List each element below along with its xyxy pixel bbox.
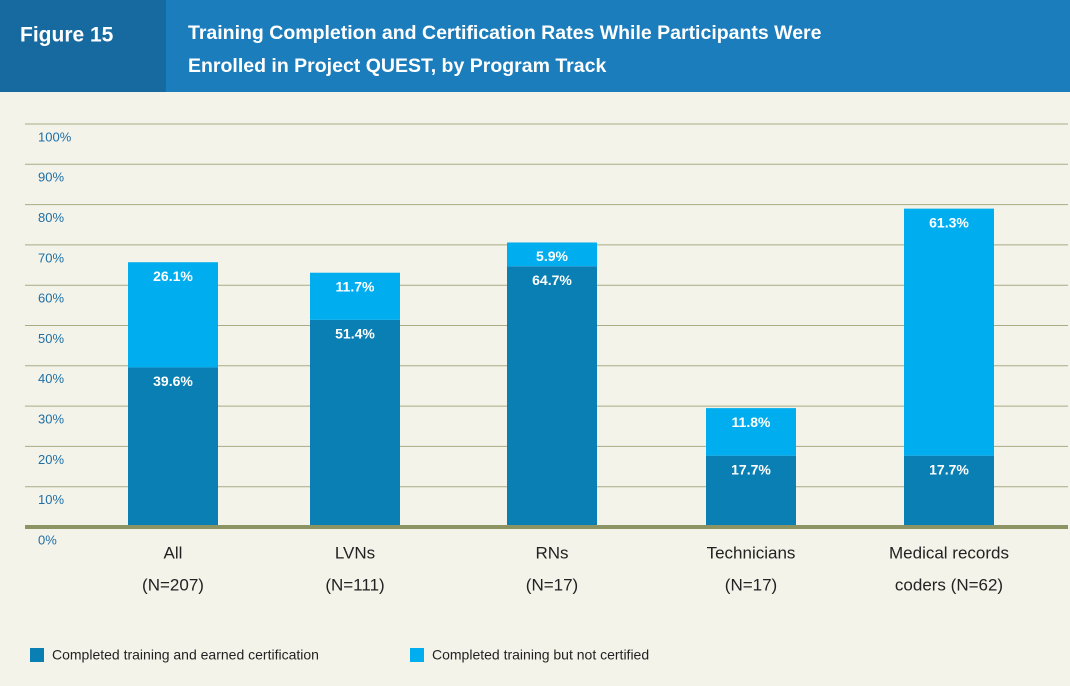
legend-label: Completed training but not certified [432, 647, 649, 663]
data-label: 11.7% [336, 278, 375, 294]
legend-label: Completed training and earned certificat… [52, 647, 319, 663]
y-tick-label: 40% [38, 371, 64, 386]
legend-swatch [30, 648, 44, 662]
x-tick-label: RNs [535, 543, 568, 562]
y-tick-label: 0% [38, 532, 57, 547]
bar-segment [904, 208, 994, 456]
data-label: 64.7% [532, 272, 572, 288]
x-tick-label: (N=17) [526, 575, 578, 594]
x-tick-label: (N=207) [142, 575, 204, 594]
chart-title: Training Completion and Certification Ra… [188, 22, 822, 44]
bar-segment [128, 367, 218, 527]
x-tick-label: (N=17) [725, 575, 777, 594]
y-tick-label: 20% [38, 452, 64, 467]
data-label: 5.9% [536, 248, 568, 264]
y-tick-label: 60% [38, 291, 64, 306]
x-tick-label: LVNs [335, 543, 375, 562]
x-tick-label: coders (N=62) [895, 575, 1003, 594]
data-label: 17.7% [929, 461, 969, 477]
y-tick-label: 30% [38, 412, 64, 427]
bar-segment [128, 262, 218, 368]
data-label: 61.3% [929, 214, 969, 230]
y-tick-label: 50% [38, 331, 64, 346]
bar-segment [507, 266, 597, 527]
bar-segment [904, 455, 994, 527]
data-label: 39.6% [153, 373, 193, 389]
y-tick-label: 10% [38, 492, 64, 507]
data-label: 26.1% [153, 268, 193, 284]
chart-title: Enrolled in Project QUEST, by Program Tr… [188, 55, 606, 77]
y-tick-label: 90% [38, 170, 64, 185]
data-label: 11.8% [732, 414, 771, 430]
y-tick-label: 70% [38, 250, 64, 265]
y-tick-label: 80% [38, 210, 64, 225]
x-tick-label: (N=111) [325, 575, 384, 594]
header-band [0, 0, 1070, 92]
legend-swatch [410, 648, 424, 662]
x-tick-label: Medical records [889, 543, 1009, 562]
data-label: 51.4% [335, 326, 375, 342]
data-label: 17.7% [731, 461, 771, 477]
y-tick-label: 100% [38, 129, 72, 144]
figure-label: Figure 15 [20, 24, 114, 47]
x-tick-label: Technicians [707, 543, 796, 562]
x-tick-label: All [164, 543, 183, 562]
bar-segment [310, 272, 400, 320]
bar-segment [706, 408, 796, 456]
bar-segment [706, 455, 796, 527]
figure-label-box [0, 0, 166, 92]
bar-segment [310, 319, 400, 527]
bar-segment [507, 242, 597, 267]
